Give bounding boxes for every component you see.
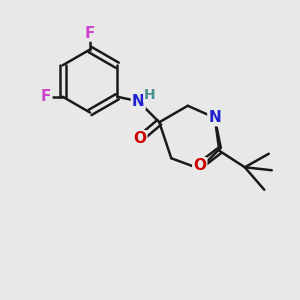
Text: O: O	[133, 131, 146, 146]
Text: N: N	[208, 110, 221, 125]
Text: H: H	[144, 88, 155, 102]
Text: N: N	[132, 94, 145, 109]
Text: F: F	[85, 26, 95, 40]
Text: O: O	[193, 158, 206, 173]
Text: F: F	[41, 89, 51, 104]
